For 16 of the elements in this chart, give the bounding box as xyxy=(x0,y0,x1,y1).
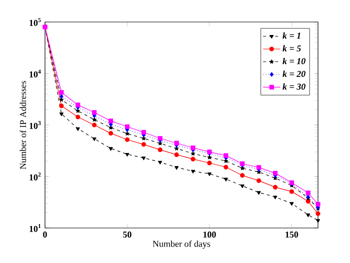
legend-label: k = 10 xyxy=(282,58,306,64)
x-tick-label: 150 xyxy=(286,232,298,238)
x-axis-title: Number of days xyxy=(152,240,210,249)
legend-label: k = 20 xyxy=(282,70,306,77)
x-tick-label: 100 xyxy=(203,232,216,238)
x-tick-label: 0 xyxy=(43,232,47,238)
legend-label: k = 30 xyxy=(282,83,306,90)
y-tick-label: 10$^{4}$ xyxy=(30,70,41,78)
y-tick-label: 10$^{2}$ xyxy=(30,172,41,180)
legend-label: k = 5 xyxy=(282,45,301,52)
x-tick-label: 50 xyxy=(123,232,132,238)
y-tick-label: 10$^{3}$ xyxy=(30,121,41,129)
y-tick-label: 10$^{1}$ xyxy=(30,224,41,232)
y-axis-title: Number of IP Addresses xyxy=(20,80,26,170)
y-tick-label: 10$^{5}$ xyxy=(30,18,41,26)
legend-label: k = 1 xyxy=(282,32,300,39)
